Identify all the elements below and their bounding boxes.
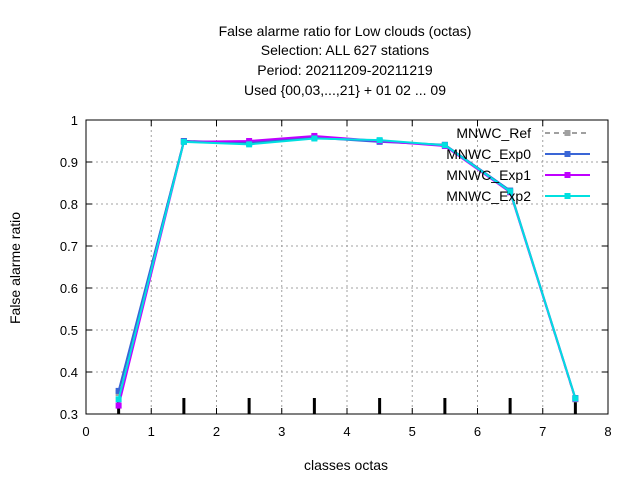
y-tick-label: 0.9 — [60, 155, 78, 170]
legend-marker — [564, 130, 571, 136]
y-tick-label: 0.8 — [60, 197, 78, 212]
data-point — [115, 396, 122, 403]
x-tick-label: 2 — [213, 424, 220, 439]
x-tick-label: 4 — [343, 424, 350, 439]
legend-label: MNWC_Exp1 — [446, 167, 531, 183]
data-point — [376, 137, 383, 144]
legend-label: MNWC_Exp2 — [446, 188, 531, 204]
title-line-1: False alarme ratio for Low clouds (octas… — [219, 23, 472, 39]
y-axis-label: False alarme ratio — [7, 212, 23, 324]
y-tick-label: 0.7 — [60, 239, 78, 254]
grid — [86, 120, 608, 414]
x-axis-label: classes octas — [304, 457, 388, 473]
x-tick-label: 3 — [278, 424, 285, 439]
legend-marker — [564, 172, 571, 178]
legend-marker — [564, 193, 571, 199]
plot-frame — [85, 119, 609, 415]
y-tick-label: 0.3 — [60, 407, 78, 422]
data-point — [246, 138, 253, 144]
legend: MNWC_Ref MNWC_Exp0 MNWC_Exp1 MNWC_Exp2 — [446, 125, 590, 204]
y-tick-label: 1 — [71, 113, 78, 128]
x-tick-label: 8 — [604, 424, 611, 439]
y-tick-label: 0.5 — [60, 323, 78, 338]
x-tick-label: 7 — [539, 424, 546, 439]
data-point — [115, 402, 122, 409]
legend-marker — [564, 151, 571, 157]
data-point — [572, 395, 579, 402]
data-point — [441, 142, 448, 149]
legend-label: MNWC_Exp0 — [446, 146, 531, 162]
title-line-3: Period: 20211209-20211219 — [257, 62, 433, 78]
y-tick-label: 0.4 — [60, 365, 78, 380]
data-point — [311, 135, 318, 142]
x-tick-label: 0 — [82, 424, 89, 439]
data-point — [115, 387, 122, 394]
x-tick-label: 6 — [474, 424, 481, 439]
data-point — [180, 138, 187, 145]
x-tick-label: 1 — [148, 424, 155, 439]
title-line-4: Used {00,03,...,21} + 01 02 ... 09 — [244, 82, 446, 98]
legend-label: MNWC_Ref — [456, 125, 531, 141]
data-point — [507, 188, 514, 195]
title-line-2: Selection: ALL 627 stations — [261, 42, 429, 58]
series-line-mnwc-exp2 — [117, 137, 577, 400]
series-layer — [115, 132, 579, 409]
x-tick-label: 5 — [409, 424, 416, 439]
y-tick-label: 0.6 — [60, 281, 78, 296]
chart-title: False alarme ratio for Low clouds (octas… — [219, 23, 472, 98]
data-point — [246, 141, 253, 148]
